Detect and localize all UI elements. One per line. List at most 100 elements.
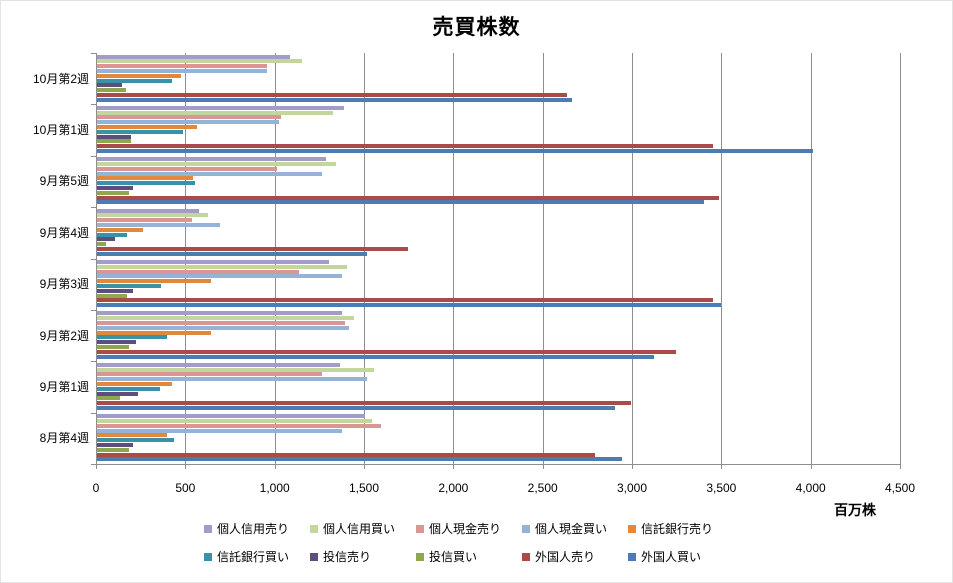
- bar-信託銀行売り-8月第4週: [97, 433, 167, 438]
- bar-投信買い-9月第3週: [97, 293, 128, 298]
- bar-投信売り-9月第2週: [97, 340, 137, 345]
- legend-swatch-icon: [522, 524, 530, 533]
- bar-個人現金買い-9月第1週: [97, 377, 367, 382]
- x-tick-label: 1,000: [259, 481, 290, 495]
- legend-item: 信託銀行売り: [628, 521, 734, 536]
- legend-item: 個人現金売り: [416, 521, 522, 536]
- legend-item: 投信買い: [416, 549, 522, 564]
- bar-外国人売り-10月第2週: [97, 92, 567, 97]
- bar-投信売り-10月第2週: [97, 83, 122, 88]
- legend-swatch-icon: [416, 552, 424, 561]
- y-axis-tick: [91, 258, 96, 260]
- bar-個人信用買い-9月第2週: [97, 316, 355, 321]
- legend-swatch-icon: [416, 524, 424, 533]
- bar-信託銀行買い-9月第1週: [97, 386, 160, 391]
- bar-個人現金売り-9月第4週: [97, 218, 192, 223]
- legend-item: 外国人買い: [628, 549, 734, 564]
- x-tick-label: 1,500: [348, 481, 380, 495]
- bar-投信売り-9月第3週: [97, 288, 133, 293]
- x-axis-tick: [810, 464, 812, 469]
- bar-外国人売り-9月第3週: [97, 298, 714, 303]
- x-tick-label: 2,000: [438, 481, 469, 495]
- legend-item: 個人信用売り: [204, 521, 310, 536]
- bar-信託銀行買い-10月第1週: [97, 129, 183, 134]
- bar-信託銀行売り-9月第5週: [97, 176, 194, 181]
- x-tick-label: 4,500: [884, 481, 916, 495]
- bar-信託銀行買い-9月第4週: [97, 232, 128, 237]
- bar-信託銀行買い-9月第5週: [97, 181, 196, 186]
- gridline: [453, 53, 455, 464]
- legend-swatch-icon: [204, 524, 212, 533]
- x-tick-label: 2,500: [527, 481, 558, 495]
- bar-外国人買い-10月第2週: [97, 97, 573, 102]
- bar-外国人買い-8月第4週: [97, 457, 623, 462]
- legend-swatch-icon: [522, 552, 530, 561]
- y-axis-tick: [91, 53, 96, 54]
- bar-個人信用買い-10月第1週: [97, 110, 333, 115]
- bar-外国人買い-9月第4週: [97, 251, 367, 256]
- bar-外国人買い-9月第1週: [97, 405, 616, 410]
- bar-個人現金売り-9月第5週: [97, 166, 278, 171]
- bar-外国人売り-9月第2週: [97, 349, 676, 354]
- gridline: [274, 53, 276, 464]
- bar-個人信用売り-10月第2週: [97, 54, 290, 59]
- bar-投信買い-8月第4週: [97, 447, 130, 452]
- bar-外国人買い-9月第5週: [97, 200, 705, 205]
- bar-個人現金売り-10月第1週: [97, 115, 282, 120]
- bar-個人信用売り-9月第5週: [97, 157, 326, 162]
- category-label: 9月第4週: [39, 225, 89, 240]
- gridline: [542, 53, 544, 464]
- legend-label: 投信売り: [323, 550, 372, 564]
- x-axis-tick: [364, 464, 365, 469]
- bar-外国人売り-8月第4週: [97, 452, 596, 457]
- bar-信託銀行売り-9月第4週: [97, 227, 144, 232]
- x-axis-tick: [453, 464, 455, 469]
- category-label: 10月第2週: [32, 71, 89, 86]
- x-axis-tick: [96, 464, 97, 469]
- bar-信託銀行買い-10月第2週: [97, 78, 173, 83]
- y-axis-tick: [91, 155, 96, 157]
- bar-信託銀行売り-9月第3週: [97, 279, 212, 284]
- bar-外国人売り-10月第1週: [97, 144, 714, 149]
- gridline: [721, 53, 723, 464]
- bar-投信売り-9月第1週: [97, 391, 139, 396]
- bar-投信売り-10月第1週: [97, 134, 131, 139]
- legend: 個人信用売り 個人信用買い 個人現金売り 個人現金買い 信託銀行売り信託銀行買い 投信売り…: [204, 521, 734, 564]
- bar-投信買い-9月第2週: [97, 344, 130, 349]
- category-label: 9月第5週: [39, 174, 89, 189]
- legend-label: 外国人売り: [535, 550, 596, 564]
- category-label: 8月第4週: [39, 431, 89, 446]
- x-tick-label: 0: [92, 481, 100, 495]
- legend-item: 個人現金買い: [522, 521, 628, 536]
- legend-item: 投信売り: [310, 549, 416, 564]
- x-axis-tick: [185, 464, 187, 469]
- bar-個人信用買い-9月第4週: [97, 213, 208, 218]
- x-axis-tick: [542, 464, 544, 469]
- legend-label: 個人現金買い: [535, 522, 608, 536]
- gridline: [185, 53, 187, 464]
- legend-swatch-icon: [204, 552, 212, 561]
- chart-title: 売買株数: [432, 16, 521, 39]
- x-tick-label: 3,000: [616, 481, 648, 495]
- legend-swatch-icon: [310, 552, 318, 561]
- bar-個人現金売り-9月第2週: [97, 320, 346, 325]
- bar-個人信用売り-9月第3週: [97, 260, 330, 264]
- bar-投信買い-10月第1週: [97, 139, 131, 144]
- bar-個人信用買い-9月第3週: [97, 264, 348, 269]
- y-axis-tick: [91, 464, 96, 465]
- bar-個人信用売り-8月第4週: [97, 414, 365, 419]
- bar-信託銀行買い-9月第3週: [97, 284, 162, 288]
- legend-label: 信託銀行売り: [641, 522, 714, 536]
- bar-外国人売り-9月第1週: [97, 401, 632, 406]
- gridline: [900, 53, 901, 464]
- x-tick-label: 4,000: [795, 481, 826, 495]
- bar-信託銀行買い-8月第4週: [97, 438, 174, 443]
- bar-個人現金買い-8月第4週: [97, 428, 342, 433]
- bar-個人信用売り-9月第4週: [97, 208, 199, 213]
- x-tick-label: 500: [175, 481, 196, 495]
- category-label: 9月第1週: [39, 379, 89, 394]
- legend-swatch-icon: [628, 524, 636, 533]
- legend-item: 個人信用買い: [310, 521, 416, 536]
- bar-外国人買い-9月第2週: [97, 354, 655, 359]
- legend-label: 信託銀行買い: [217, 550, 290, 564]
